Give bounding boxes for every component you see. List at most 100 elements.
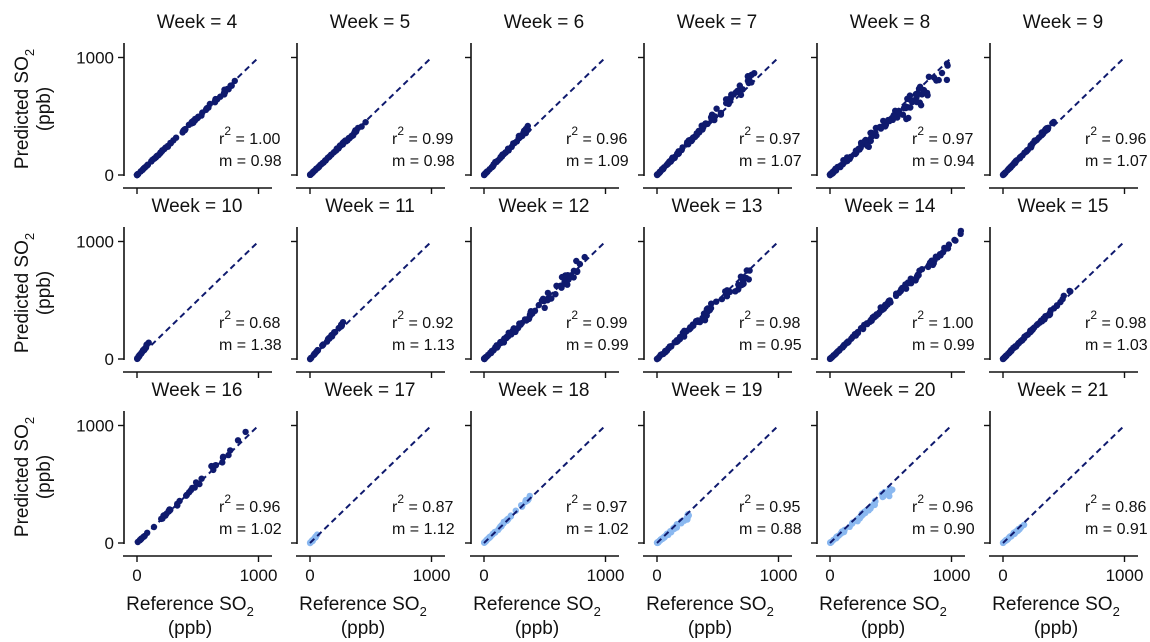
one-to-one-line (309, 240, 433, 360)
slope-label: m = 0.95 (739, 337, 802, 354)
data-point (242, 428, 249, 436)
data-points (480, 122, 532, 179)
data-points (827, 485, 896, 546)
panel-title: Week = 12 (498, 196, 589, 217)
data-point (889, 486, 896, 493)
x-tick-label: 0 (132, 566, 141, 585)
slope-label: m = 0.99 (566, 337, 629, 354)
y-tick-label: 1000 (76, 233, 114, 252)
panel-week-21: Week = 21 0 1000 r2 = 0.86 m = 0.91 (984, 380, 1148, 585)
x-tick-label: 1000 (1106, 566, 1144, 585)
r-squared-label: r2 = 0.92 (392, 308, 453, 332)
data-point (909, 98, 916, 106)
data-point (1027, 327, 1034, 334)
r-squared-label: r2 = 0.99 (392, 124, 453, 148)
panel-week-5: Week = 5 r2 = 0.99 m = 0.98 (291, 12, 455, 194)
panel-title: Week = 8 (850, 12, 930, 33)
panel-week-19: Week = 19 0 1000 r2 = 0.95 m = 0.88 (638, 380, 802, 585)
data-point (234, 437, 242, 444)
data-point (742, 274, 750, 282)
r-squared-label: r2 = 0.96 (219, 492, 280, 516)
data-point (744, 73, 752, 81)
one-to-one-line (483, 424, 607, 544)
x-tick-label: 1000 (413, 566, 451, 585)
data-point (573, 257, 580, 265)
one-to-one-line (829, 240, 953, 360)
data-point (166, 506, 173, 513)
data-point (673, 150, 681, 157)
panel-week-6: Week = 6 r2 = 0.96 m = 1.09 (465, 12, 629, 194)
slope-label: m = 0.88 (739, 521, 802, 538)
x-tick-label: 0 (998, 566, 1007, 585)
one-to-one-line (136, 240, 260, 360)
data-point (548, 295, 555, 302)
one-to-one-line (1002, 240, 1126, 360)
data-point (957, 227, 965, 235)
data-point (211, 98, 219, 105)
data-point (314, 346, 321, 354)
data-point (502, 149, 510, 156)
data-points (826, 227, 965, 363)
data-point (707, 114, 715, 121)
x-tick-label: 0 (825, 566, 834, 585)
panel-title: Week = 17 (324, 380, 415, 401)
data-point (522, 125, 530, 132)
data-point (913, 98, 921, 106)
x-axis-label: Reference SO2 (646, 594, 774, 619)
y-axis-unit: (ppb) (34, 455, 55, 499)
r-squared-label: r2 = 0.99 (566, 308, 627, 332)
one-to-one-line (309, 424, 433, 544)
panel-title: Week = 10 (151, 196, 242, 217)
data-point (856, 146, 863, 153)
slope-label: m = 1.07 (739, 153, 802, 170)
panel-title: Week = 7 (677, 12, 757, 33)
data-points (481, 492, 533, 546)
data-point (890, 112, 898, 120)
slope-label: m = 0.98 (219, 153, 282, 170)
y-axis-label: Predicted SO2 (12, 233, 37, 353)
r-squared-label: r2 = 0.96 (912, 492, 973, 516)
data-point (512, 507, 519, 514)
r-squared-label: r2 = 1.00 (912, 308, 973, 332)
panel-week-8: Week = 8 r2 = 0.97 m = 0.94 (811, 12, 975, 194)
panel-title: Week = 14 (844, 196, 935, 217)
x-axis-label: Reference SO2 (299, 594, 427, 619)
data-point (912, 90, 920, 98)
panel-title: Week = 9 (1023, 12, 1103, 33)
r-squared-label: r2 = 0.96 (1085, 124, 1146, 148)
y-tick-label: 1000 (76, 417, 114, 436)
panel-week-13: Week = 13 r2 = 0.98 m = 0.95 (638, 196, 802, 378)
data-point (864, 142, 871, 149)
y-tick-label: 0 (105, 350, 114, 369)
slope-label: m = 1.12 (392, 521, 455, 538)
r-squared-label: r2 = 0.68 (219, 308, 280, 332)
data-point (900, 104, 908, 112)
x-tick-label: 1000 (760, 566, 798, 585)
data-point (933, 77, 940, 84)
r-squared-label: r2 = 0.97 (912, 124, 973, 148)
one-to-one-line (483, 56, 607, 176)
data-point (862, 509, 869, 517)
slope-label: m = 1.13 (392, 337, 455, 354)
x-axis-label: Reference SO2 (992, 594, 1120, 619)
one-to-one-line (656, 240, 780, 360)
slope-label: m = 1.09 (566, 153, 629, 170)
slope-label: m = 1.02 (219, 521, 282, 538)
data-points (134, 339, 152, 363)
data-point (1018, 523, 1025, 531)
x-axis-unit: (ppb) (688, 618, 732, 639)
slope-label: m = 1.07 (1085, 153, 1148, 170)
data-point (164, 143, 172, 150)
data-point (938, 69, 946, 77)
r-squared-label: r2 = 0.96 (566, 124, 627, 148)
panel-title: Week = 5 (330, 12, 410, 33)
slope-label: m = 0.98 (392, 153, 455, 170)
slope-label: m = 0.90 (912, 521, 975, 538)
panel-title: Week = 15 (1017, 196, 1108, 217)
data-point (925, 73, 933, 81)
r-squared-label: r2 = 0.86 (1085, 492, 1146, 516)
data-point (701, 121, 708, 128)
y-axis-label: Predicted SO2 (12, 417, 37, 537)
slope-label: m = 1.38 (219, 337, 282, 354)
